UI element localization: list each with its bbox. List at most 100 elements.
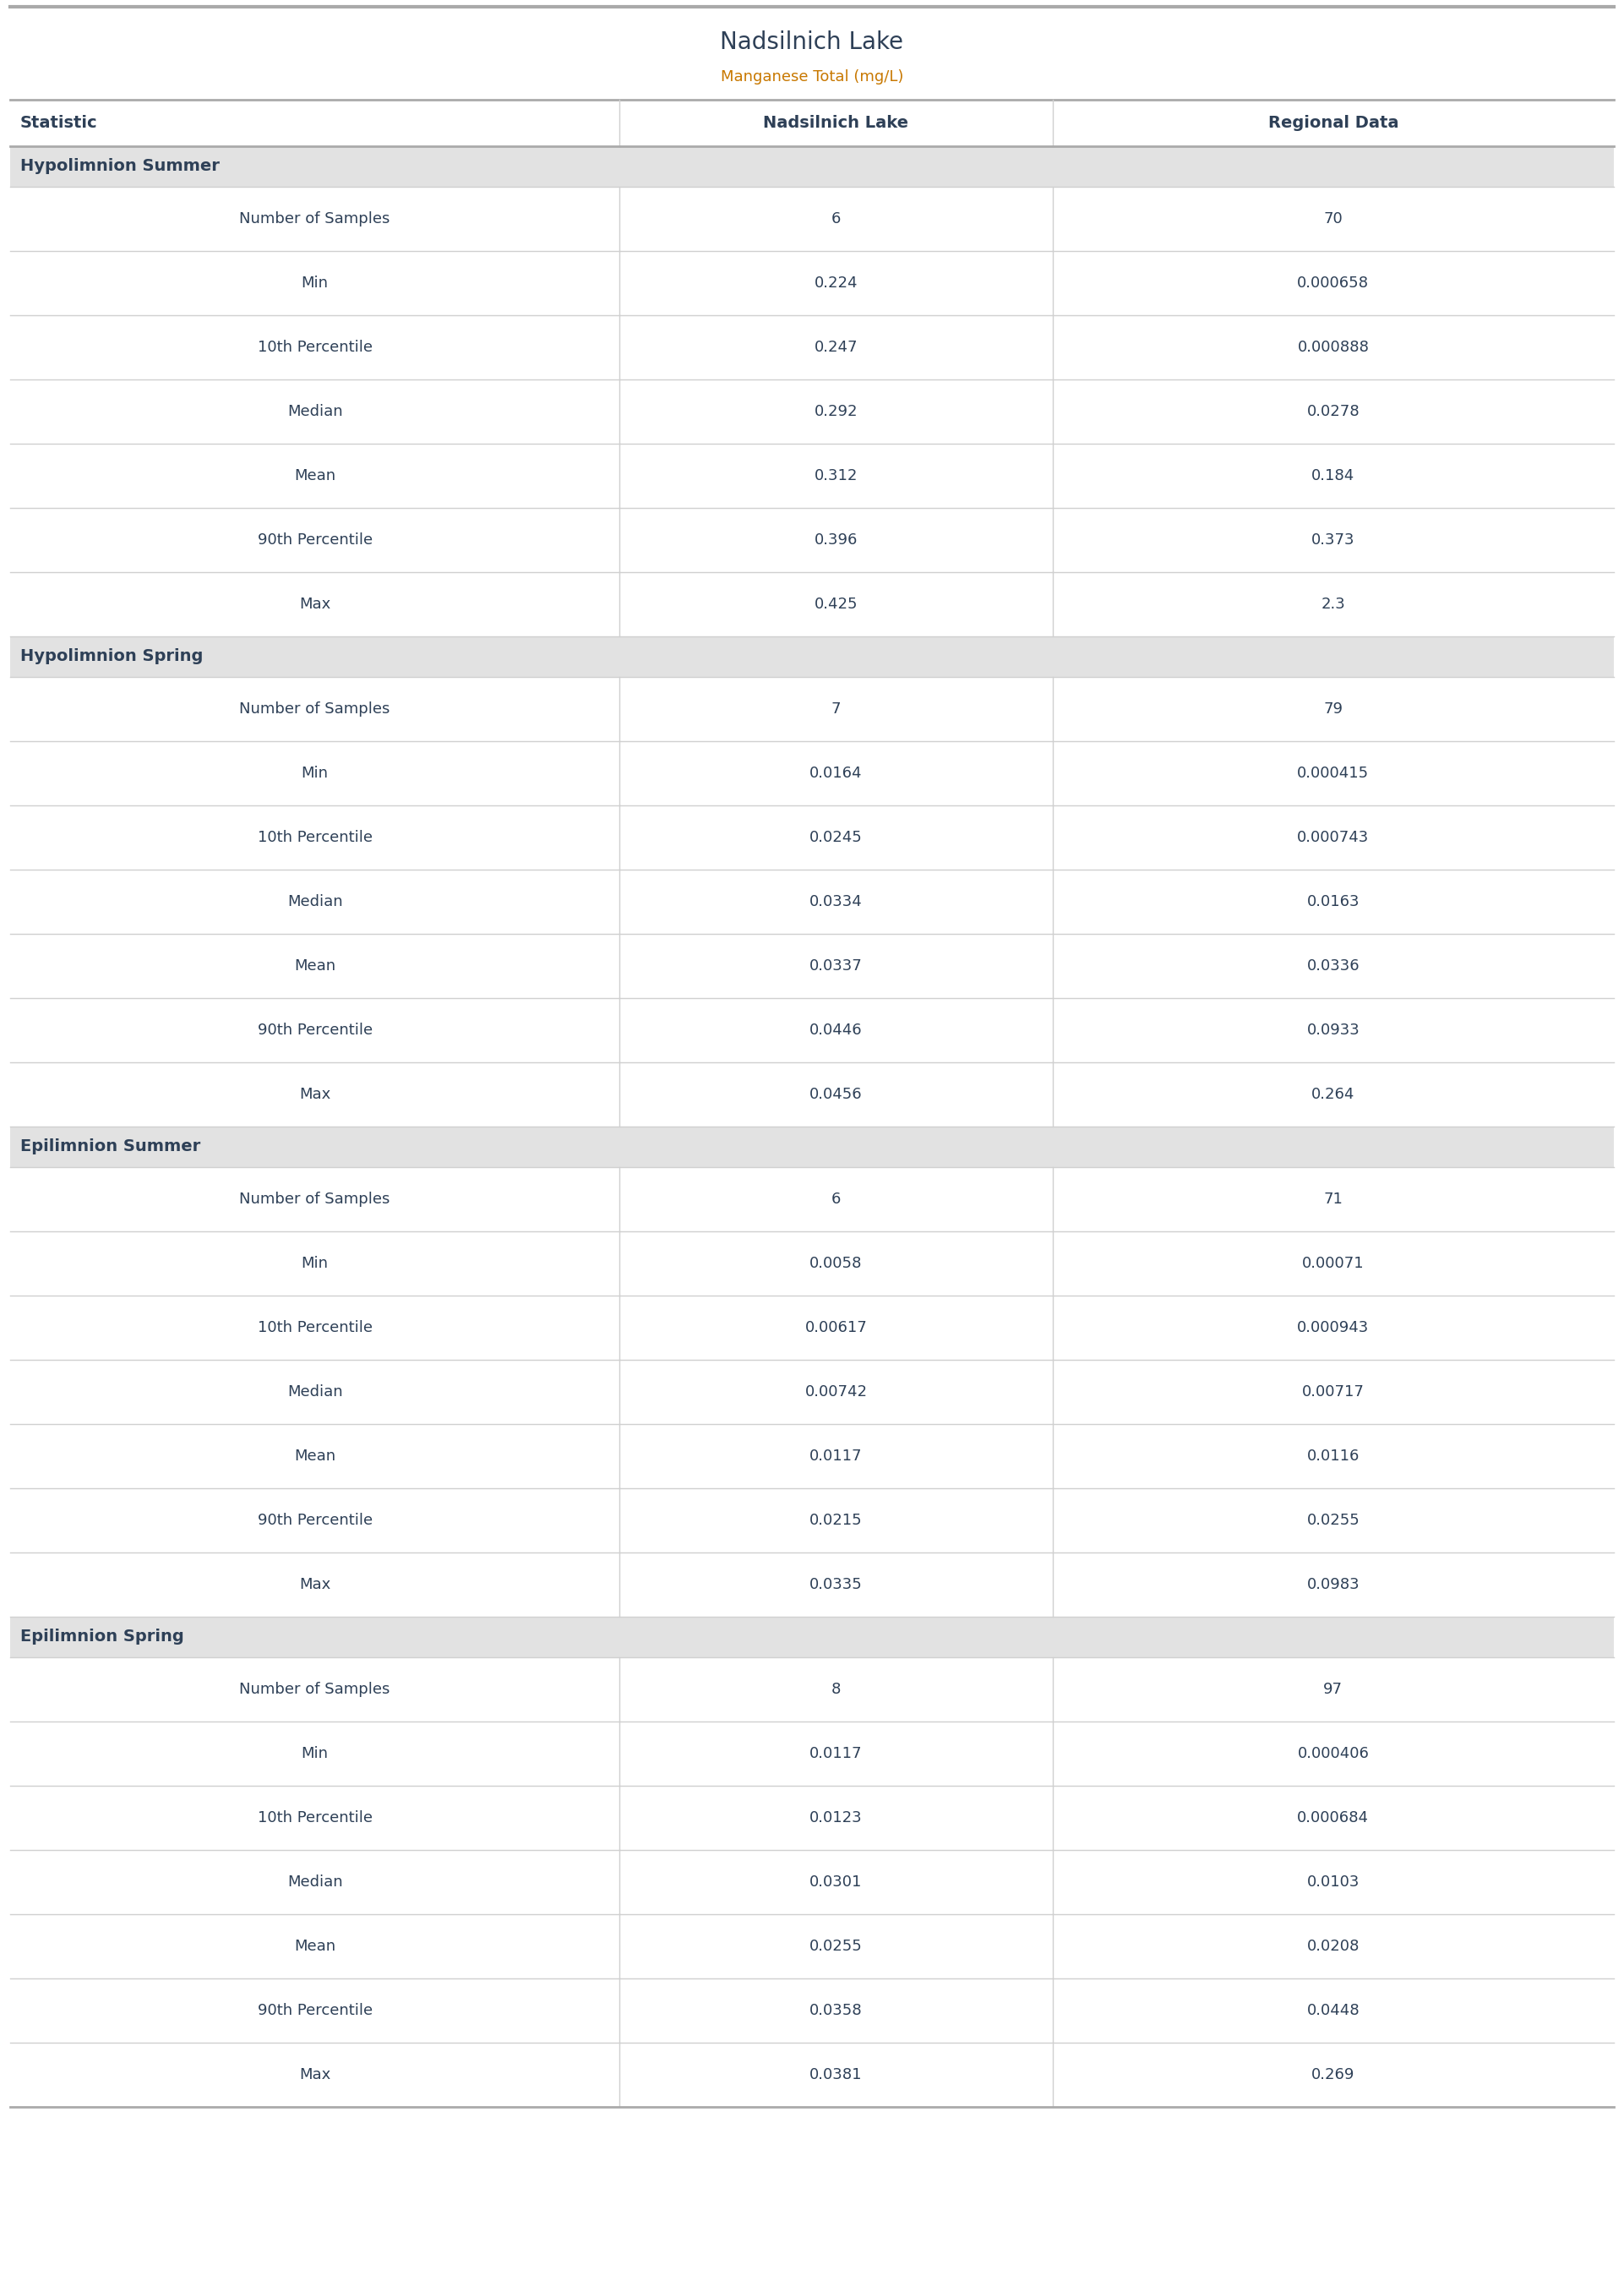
- Text: 70: 70: [1324, 211, 1343, 227]
- Text: 90th Percentile: 90th Percentile: [257, 2002, 372, 2018]
- Text: 0.0117: 0.0117: [810, 1448, 862, 1464]
- Bar: [10, 806, 1614, 869]
- Bar: [10, 508, 1614, 572]
- Text: 0.0337: 0.0337: [809, 958, 862, 974]
- Text: 0.0336: 0.0336: [1307, 958, 1359, 974]
- Text: 0.292: 0.292: [814, 404, 857, 420]
- Text: 0.247: 0.247: [814, 340, 857, 354]
- Text: 10th Percentile: 10th Percentile: [257, 1809, 372, 1825]
- Text: Hypolimnion Spring: Hypolimnion Spring: [19, 649, 203, 665]
- Text: 7: 7: [831, 701, 841, 717]
- Bar: [10, 1126, 1614, 1167]
- Text: Epilimnion Summer: Epilimnion Summer: [19, 1140, 200, 1155]
- Bar: [10, 1786, 1614, 1850]
- Text: 0.0255: 0.0255: [1307, 1512, 1359, 1528]
- Text: Number of Samples: Number of Samples: [239, 701, 390, 717]
- Text: Number of Samples: Number of Samples: [239, 1682, 390, 1698]
- Bar: [10, 1914, 1614, 1979]
- Bar: [10, 252, 1614, 316]
- Bar: [10, 1230, 1614, 1296]
- Bar: [10, 443, 1614, 508]
- Text: Min: Min: [302, 765, 328, 781]
- Text: 0.373: 0.373: [1312, 533, 1354, 547]
- Text: Median: Median: [287, 1875, 343, 1889]
- Text: 0.269: 0.269: [1312, 2068, 1354, 2082]
- Text: 0.000658: 0.000658: [1298, 275, 1369, 291]
- Bar: [10, 379, 1614, 443]
- Text: Min: Min: [302, 1255, 328, 1271]
- Text: 0.0456: 0.0456: [810, 1087, 862, 1101]
- Text: 0.0208: 0.0208: [1307, 1939, 1359, 1954]
- Text: Epilimnion Spring: Epilimnion Spring: [19, 1630, 184, 1646]
- Text: Nadsilnich Lake: Nadsilnich Lake: [721, 30, 903, 54]
- Text: Max: Max: [299, 1087, 331, 1101]
- Text: 0.425: 0.425: [814, 597, 857, 613]
- Bar: [10, 1360, 1614, 1423]
- Text: 0.0116: 0.0116: [1307, 1448, 1359, 1464]
- Text: 0.000684: 0.000684: [1298, 1809, 1369, 1825]
- Bar: [10, 1657, 1614, 1721]
- Text: 0.0358: 0.0358: [810, 2002, 862, 2018]
- Text: 90th Percentile: 90th Percentile: [257, 533, 372, 547]
- Text: 0.0255: 0.0255: [809, 1939, 862, 1954]
- Text: Hypolimnion Summer: Hypolimnion Summer: [19, 159, 219, 175]
- Text: 0.0245: 0.0245: [809, 831, 862, 844]
- Text: 0.184: 0.184: [1312, 468, 1354, 484]
- Text: 0.00617: 0.00617: [806, 1321, 867, 1335]
- Text: 0.0123: 0.0123: [810, 1809, 862, 1825]
- Bar: [10, 7, 1614, 100]
- Text: Median: Median: [287, 404, 343, 420]
- Text: 90th Percentile: 90th Percentile: [257, 1022, 372, 1037]
- Text: Max: Max: [299, 597, 331, 613]
- Text: Mean: Mean: [294, 468, 336, 484]
- Text: Median: Median: [287, 1385, 343, 1401]
- Bar: [10, 933, 1614, 999]
- Bar: [10, 1167, 1614, 1230]
- Text: 0.0446: 0.0446: [810, 1022, 862, 1037]
- Bar: [10, 636, 1614, 676]
- Text: 0.0058: 0.0058: [810, 1255, 862, 1271]
- Bar: [10, 1850, 1614, 1914]
- Bar: [10, 999, 1614, 1062]
- Text: 0.0103: 0.0103: [1307, 1875, 1359, 1889]
- Text: 0.000888: 0.000888: [1298, 340, 1369, 354]
- Text: 0.224: 0.224: [814, 275, 857, 291]
- Text: 0.00742: 0.00742: [806, 1385, 867, 1401]
- Text: 10th Percentile: 10th Percentile: [257, 831, 372, 844]
- Text: 0.396: 0.396: [814, 533, 857, 547]
- Text: 0.0448: 0.0448: [1307, 2002, 1359, 2018]
- Text: 0.0933: 0.0933: [1307, 1022, 1359, 1037]
- Text: 0.0164: 0.0164: [810, 765, 862, 781]
- Text: Mean: Mean: [294, 958, 336, 974]
- Text: 71: 71: [1324, 1192, 1343, 1208]
- Text: 8: 8: [831, 1682, 841, 1698]
- Text: Mean: Mean: [294, 1939, 336, 1954]
- Text: Statistic: Statistic: [19, 116, 97, 132]
- Text: 0.0163: 0.0163: [1307, 894, 1359, 910]
- Text: 0.0381: 0.0381: [810, 2068, 862, 2082]
- Text: 0.0983: 0.0983: [1307, 1578, 1359, 1591]
- Text: 0.000406: 0.000406: [1298, 1746, 1369, 1762]
- Bar: [10, 1721, 1614, 1786]
- Text: Min: Min: [302, 275, 328, 291]
- Bar: [10, 186, 1614, 252]
- Text: Number of Samples: Number of Samples: [239, 211, 390, 227]
- Text: 0.000415: 0.000415: [1298, 765, 1369, 781]
- Text: 0.000943: 0.000943: [1298, 1321, 1369, 1335]
- Bar: [10, 1616, 1614, 1657]
- Text: 0.0278: 0.0278: [1307, 404, 1359, 420]
- Text: 0.000743: 0.000743: [1298, 831, 1369, 844]
- Bar: [10, 1553, 1614, 1616]
- Bar: [10, 100, 1614, 145]
- Bar: [10, 316, 1614, 379]
- Text: Max: Max: [299, 2068, 331, 2082]
- Text: 0.264: 0.264: [1312, 1087, 1354, 1101]
- Text: 0.00071: 0.00071: [1302, 1255, 1364, 1271]
- Text: 0.00717: 0.00717: [1302, 1385, 1364, 1401]
- Bar: [10, 869, 1614, 933]
- Text: Manganese Total (mg/L): Manganese Total (mg/L): [721, 68, 903, 84]
- Text: Min: Min: [302, 1746, 328, 1762]
- Bar: [10, 742, 1614, 806]
- Text: 79: 79: [1324, 701, 1343, 717]
- Text: 90th Percentile: 90th Percentile: [257, 1512, 372, 1528]
